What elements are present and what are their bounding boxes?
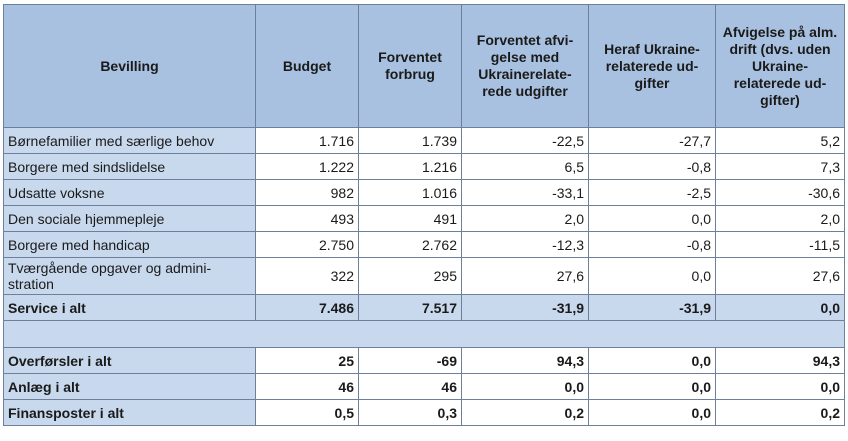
header-bevilling: Bevilling xyxy=(3,4,256,128)
cell-budget: 25 xyxy=(255,347,359,374)
cell-ukraine: 0,0 xyxy=(588,347,716,374)
cell-budget: 322 xyxy=(255,257,359,295)
cell-budget: 46 xyxy=(255,373,359,400)
cell-alm: 0,0 xyxy=(715,373,845,400)
row-name: Overførsler i alt xyxy=(3,347,256,374)
table-row: Udsatte voksne 982 1.016 -33,1 -2,5 -30,… xyxy=(3,179,845,206)
spacer-row xyxy=(3,320,845,348)
cell-ukraine: -31,9 xyxy=(588,294,716,321)
service-total-row: Service i alt 7.486 7.517 -31,9 -31,9 0,… xyxy=(3,294,845,321)
cell-forbrug: 1.739 xyxy=(358,127,462,154)
cell-forbrug: -69 xyxy=(358,347,462,374)
cell-forbrug: 2.762 xyxy=(358,231,462,258)
cell-alm: 27,6 xyxy=(715,257,845,295)
cell-afvigelse: -33,1 xyxy=(461,179,589,206)
cell-afvigelse: -31,9 xyxy=(461,294,589,321)
row-name: Service i alt xyxy=(3,294,256,321)
cell-budget: 493 xyxy=(255,205,359,232)
summary-row: Overførsler i alt 25 -69 94,3 0,0 94,3 xyxy=(3,347,845,374)
row-name: Borgere med handicap xyxy=(3,231,256,258)
cell-afvigelse: 94,3 xyxy=(461,347,589,374)
table-row: Børnefamilier med særlige behov 1.716 1.… xyxy=(3,127,845,154)
cell-forbrug: 1.016 xyxy=(358,179,462,206)
row-name: Anlæg i alt xyxy=(3,373,256,400)
cell-alm: 94,3 xyxy=(715,347,845,374)
cell-afvigelse: 27,6 xyxy=(461,257,589,295)
cell-forbrug: 491 xyxy=(358,205,462,232)
cell-afvigelse: 0,0 xyxy=(461,373,589,400)
row-name: Tværgående opgaver og admini-stration xyxy=(3,257,256,295)
cell-alm: -11,5 xyxy=(715,231,845,258)
cell-budget: 0,5 xyxy=(255,399,359,426)
cell-budget: 1.716 xyxy=(255,127,359,154)
row-name: Børnefamilier med særlige behov xyxy=(3,127,256,154)
row-name: Finansposter i alt xyxy=(3,399,256,426)
header-afvigelse-alm-drift: Afvigelse på alm. drift (dvs. uden Ukrai… xyxy=(715,4,845,128)
cell-budget: 7.486 xyxy=(255,294,359,321)
header-forventet-afvigelse: Forventet afvi-gelse med Ukrainerelate-r… xyxy=(461,4,589,128)
table-row: Den sociale hjemmepleje 493 491 2,0 0,0 … xyxy=(3,205,845,232)
cell-forbrug: 46 xyxy=(358,373,462,400)
cell-forbrug: 7.517 xyxy=(358,294,462,321)
cell-forbrug: 0,3 xyxy=(358,399,462,426)
cell-ukraine: 0,0 xyxy=(588,399,716,426)
cell-afvigelse: 0,2 xyxy=(461,399,589,426)
header-budget: Budget xyxy=(255,4,359,128)
budget-table: Bevilling Budget Forventet forbrug Forve… xyxy=(3,4,845,426)
table-row: Tværgående opgaver og admini-stration 32… xyxy=(3,257,845,295)
row-name: Udsatte voksne xyxy=(3,179,256,206)
table-row: Borgere med handicap 2.750 2.762 -12,3 -… xyxy=(3,231,845,258)
cell-forbrug: 1.216 xyxy=(358,153,462,180)
cell-ukraine: -0,8 xyxy=(588,153,716,180)
cell-alm: 7,3 xyxy=(715,153,845,180)
cell-ukraine: 0,0 xyxy=(588,257,716,295)
cell-ukraine: -2,5 xyxy=(588,179,716,206)
cell-afvigelse: -12,3 xyxy=(461,231,589,258)
cell-forbrug: 295 xyxy=(358,257,462,295)
spacer-cell xyxy=(3,320,845,348)
cell-afvigelse: 6,5 xyxy=(461,153,589,180)
table-row: Borgere med sindslidelse 1.222 1.216 6,5… xyxy=(3,153,845,180)
cell-budget: 1.222 xyxy=(255,153,359,180)
cell-ukraine: 0,0 xyxy=(588,205,716,232)
cell-ukraine: -0,8 xyxy=(588,231,716,258)
header-ukraine-udgifter: Heraf Ukraine-relaterede ud-gifter xyxy=(588,4,716,128)
cell-budget: 2.750 xyxy=(255,231,359,258)
cell-ukraine: -27,7 xyxy=(588,127,716,154)
summary-row: Anlæg i alt 46 46 0,0 0,0 0,0 xyxy=(3,373,845,400)
cell-alm: -30,6 xyxy=(715,179,845,206)
row-name: Borgere med sindslidelse xyxy=(3,153,256,180)
header-forventet-forbrug: Forventet forbrug xyxy=(358,4,462,128)
cell-afvigelse: -22,5 xyxy=(461,127,589,154)
row-name: Den sociale hjemmepleje xyxy=(3,205,256,232)
cell-afvigelse: 2,0 xyxy=(461,205,589,232)
cell-alm: 5,2 xyxy=(715,127,845,154)
cell-budget: 982 xyxy=(255,179,359,206)
cell-ukraine: 0,0 xyxy=(588,373,716,400)
summary-row: Finansposter i alt 0,5 0,3 0,2 0,0 0,2 xyxy=(3,399,845,426)
cell-alm: 2,0 xyxy=(715,205,845,232)
header-row: Bevilling Budget Forventet forbrug Forve… xyxy=(3,4,845,128)
cell-alm: 0,2 xyxy=(715,399,845,426)
cell-alm: 0,0 xyxy=(715,294,845,321)
